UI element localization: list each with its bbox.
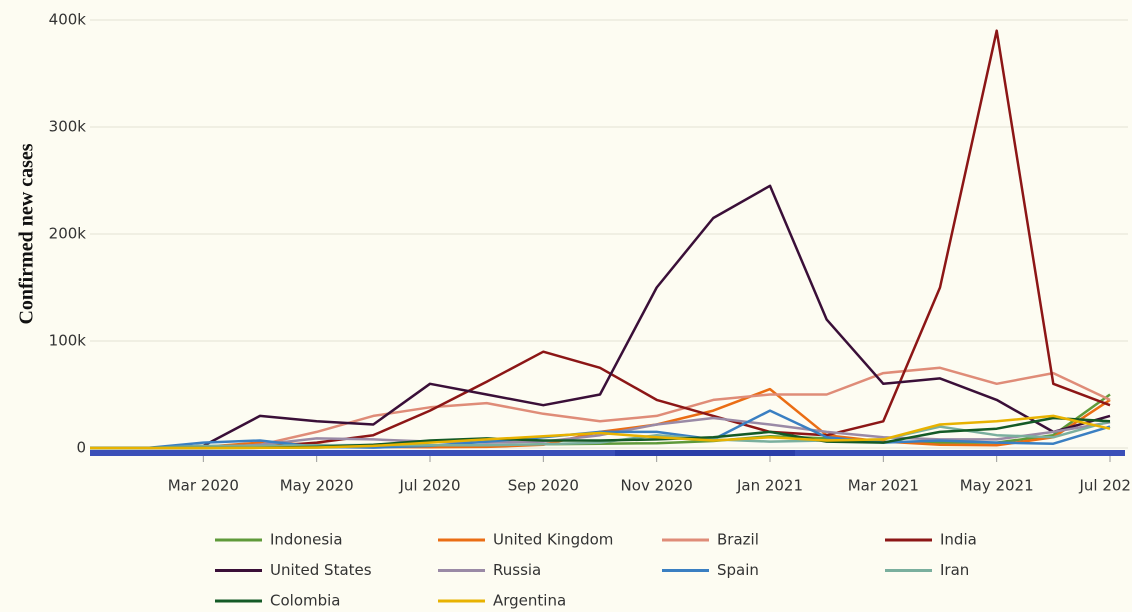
x-tick-label: May 2020 [280,477,354,495]
x-tick-label: Jul 2021 [1078,477,1132,495]
y-tick-label: 400k [49,11,87,29]
x-tick-label: Jan 2021 [736,477,803,495]
legend-label: Russia [493,561,541,579]
series-line [90,420,1111,450]
y-tick-label: 300k [49,118,87,136]
legend-label: United States [270,561,372,579]
scrollbar-thumb[interactable] [615,450,795,456]
y-tick-label: 200k [49,225,87,243]
series-line [90,184,1111,450]
x-tick-label: Mar 2021 [848,477,919,495]
y-tick-label: 0 [76,439,86,457]
y-tick-label: 100k [49,332,87,350]
x-tick-label: Jul 2020 [398,477,460,495]
x-tick-label: Sep 2020 [508,477,579,495]
series-line [90,414,1111,450]
y-axis-label: Confirmed new cases [16,143,38,324]
legend-label: Argentina [493,592,566,610]
legend-label: Indonesia [270,531,343,549]
x-tick-label: Nov 2020 [621,477,693,495]
legend-label: Colombia [270,592,341,610]
legend-label: United Kingdom [493,531,613,549]
legend-label: Brazil [717,531,759,549]
x-tick-label: May 2021 [960,477,1034,495]
scrollbar-track[interactable] [90,450,1125,456]
legend-label: India [940,531,977,549]
legend-label: Spain [717,561,759,579]
x-tick-label: Mar 2020 [168,477,239,495]
legend-label: Iran [940,561,969,579]
